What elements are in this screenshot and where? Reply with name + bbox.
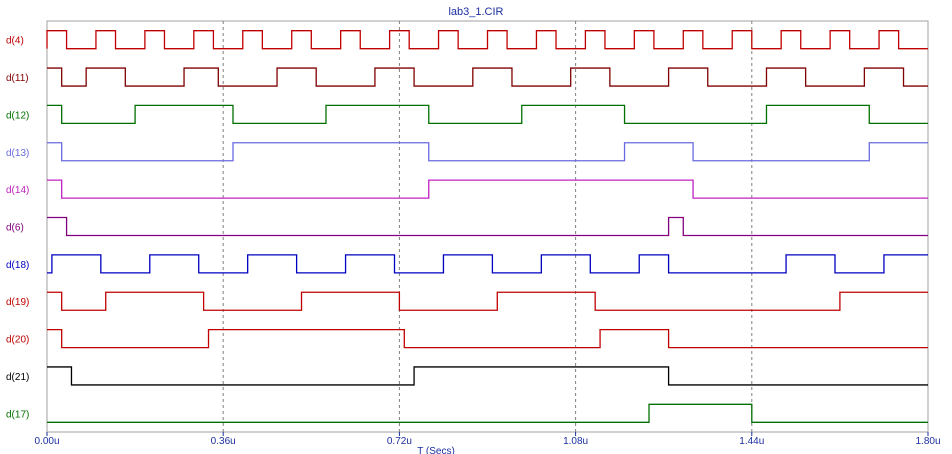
series-label: d(14)	[6, 185, 29, 196]
series-label: d(11)	[6, 73, 29, 84]
trace-d21	[47, 366, 928, 386]
series-label: d(17)	[6, 409, 29, 420]
plot-frame	[46, 20, 929, 433]
series-label: d(21)	[6, 372, 29, 383]
x-tick-label: 0.36u	[211, 436, 236, 447]
trace-d18	[47, 254, 928, 274]
x-tick-label: 1.08u	[563, 436, 588, 447]
chart-title: lab3_1.CIR	[448, 6, 503, 18]
trace-d14	[47, 179, 928, 199]
series-label: d(4)	[6, 36, 24, 47]
series-label: d(20)	[6, 335, 29, 346]
series-label: d(12)	[6, 110, 29, 121]
trace-d13	[47, 142, 928, 162]
series-label: d(19)	[6, 297, 29, 308]
x-tick-label: 0.00u	[34, 436, 59, 447]
series-label: d(6)	[6, 223, 24, 234]
trace-d20	[47, 328, 928, 349]
label-layer: d(4) d(11) d(12) d(13) d(14) d(6) d(18) d(19) d(…	[6, 36, 29, 421]
x-tick-label: 0.72u	[387, 436, 412, 447]
x-axis-label: T (Secs)	[417, 446, 455, 454]
trace-layer	[46, 30, 928, 423]
trace-d12	[47, 104, 928, 125]
trace-d17	[47, 403, 928, 423]
series-label: d(18)	[6, 260, 29, 271]
tick-layer: 0.00u 0.36u 0.72u 1.08u 1.44u 1.80u	[34, 432, 941, 447]
grid-layer	[46, 20, 929, 433]
trace-d11	[47, 67, 928, 87]
trace-d6	[47, 216, 928, 237]
x-tick-label: 1.80u	[915, 436, 940, 447]
series-label: d(13)	[6, 148, 29, 159]
trace-d4	[46, 30, 928, 50]
x-tick-label: 1.44u	[739, 436, 764, 447]
trace-d19	[47, 291, 928, 311]
